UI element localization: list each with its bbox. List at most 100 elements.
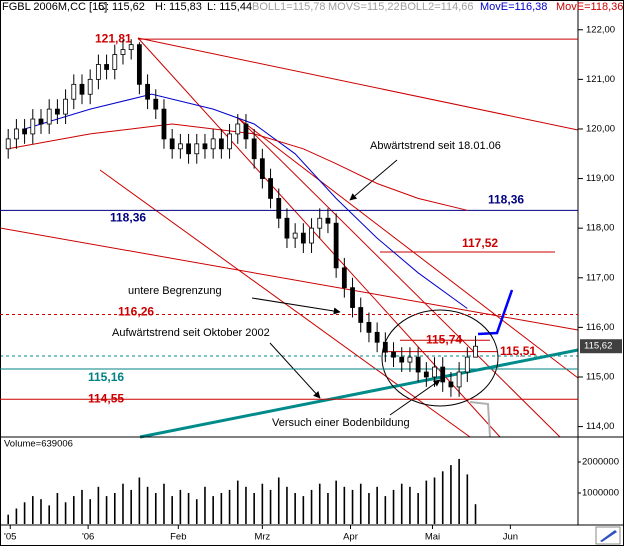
candle-body bbox=[210, 138, 216, 150]
candle-body bbox=[268, 178, 273, 199]
volume-bar bbox=[417, 493, 419, 524]
level-label: 115,16 bbox=[88, 370, 124, 384]
volume-bar bbox=[409, 486, 411, 524]
candle-body bbox=[46, 108, 52, 125]
candle-body bbox=[243, 123, 249, 140]
header-strip bbox=[0, 0, 624, 14]
y-tick-label: 2000000 bbox=[582, 457, 619, 468]
volume-bar bbox=[376, 486, 378, 524]
last-price-label: 115,62 bbox=[584, 341, 612, 352]
volume-bar bbox=[195, 499, 198, 524]
moving-average bbox=[8, 123, 468, 211]
level-label: 115,51 bbox=[500, 344, 536, 358]
header-item: C: 115,62 bbox=[98, 1, 145, 13]
candle-body bbox=[13, 128, 19, 140]
y-tick-label: 115,00 bbox=[586, 371, 614, 382]
level-label: 118,36 bbox=[110, 210, 146, 224]
volume-bar bbox=[253, 493, 255, 524]
last-price-box bbox=[580, 339, 622, 354]
candle-body bbox=[145, 83, 150, 100]
ellipse bbox=[381, 309, 499, 407]
volume-bar bbox=[220, 493, 223, 524]
candle-body bbox=[391, 351, 396, 358]
candle-body bbox=[456, 371, 462, 388]
volume-bar bbox=[384, 496, 387, 524]
candle-body bbox=[374, 331, 380, 343]
candle-body bbox=[128, 44, 134, 51]
moving-average bbox=[24, 93, 468, 309]
volume-bar bbox=[97, 486, 100, 524]
candle-body bbox=[366, 322, 372, 333]
level-label: 115,74 bbox=[426, 332, 462, 346]
level-label: 121,81 bbox=[95, 31, 132, 45]
candle-body bbox=[423, 371, 429, 378]
annotation: Versuch einer Bodenbildung bbox=[272, 417, 410, 429]
volume-bar bbox=[7, 514, 9, 524]
candle-body bbox=[325, 217, 331, 224]
candle-body bbox=[161, 108, 167, 140]
volume-bar bbox=[474, 504, 477, 524]
y-tick-label: 122,00 bbox=[586, 24, 615, 35]
volume-bar bbox=[261, 483, 264, 524]
tool-icon-glyph bbox=[600, 530, 617, 542]
candle-body bbox=[448, 381, 454, 388]
volume-bar bbox=[277, 477, 280, 524]
volume-bar bbox=[400, 483, 403, 524]
volume-bar bbox=[122, 483, 124, 524]
candle-body bbox=[382, 341, 388, 353]
volume-bar bbox=[154, 493, 157, 524]
x-tick-label: Jun bbox=[503, 532, 518, 543]
candle-body bbox=[218, 138, 224, 150]
volume-bar bbox=[40, 499, 42, 524]
volume-bar bbox=[302, 496, 305, 524]
x-tick-label: '05 bbox=[4, 532, 16, 543]
header-item: BOLL1=115,78 bbox=[252, 1, 326, 13]
candle-body bbox=[415, 356, 421, 373]
candle-body bbox=[317, 217, 323, 229]
arrow bbox=[389, 379, 441, 416]
y-tick-label: 116,00 bbox=[586, 322, 614, 333]
volume-bar bbox=[23, 502, 26, 524]
candle-body bbox=[5, 138, 11, 150]
header-item: BOLL2=114,66 bbox=[400, 1, 474, 13]
header-item: FGBL 2006M,CC [15] bbox=[2, 1, 107, 13]
volume-bar bbox=[146, 486, 149, 524]
x-tick-label: Apr bbox=[343, 532, 358, 543]
arrow bbox=[251, 297, 341, 315]
volume-bar bbox=[212, 496, 214, 524]
annotation: Aufwärtstrend seit Oktober 2002 bbox=[112, 327, 270, 339]
header-item: L: 115,44 bbox=[207, 1, 252, 13]
x-tick-label: Mai bbox=[425, 532, 440, 543]
volume-bar bbox=[204, 486, 206, 524]
candle-body bbox=[194, 143, 200, 155]
volume-bar bbox=[81, 489, 83, 524]
volume-bar bbox=[392, 489, 395, 524]
volume-bar bbox=[171, 496, 173, 524]
volume-bar bbox=[130, 489, 132, 524]
candle-body bbox=[202, 143, 208, 150]
x-tick-label: Feb bbox=[170, 532, 186, 543]
y-tick-label: 118,00 bbox=[586, 223, 614, 234]
candle-body bbox=[341, 267, 347, 289]
volume-bar bbox=[31, 496, 34, 524]
header-item: MovE=118,36 bbox=[556, 1, 623, 13]
candle-body bbox=[350, 287, 355, 308]
trend-line bbox=[237, 117, 561, 438]
volume-bar bbox=[138, 477, 141, 524]
candle-body bbox=[358, 307, 364, 323]
volume-bar bbox=[368, 493, 370, 524]
candle-body bbox=[87, 78, 93, 95]
y-tick-label: 114,00 bbox=[586, 421, 614, 432]
axis-panel bbox=[578, 0, 624, 546]
candle-body bbox=[30, 118, 36, 135]
candle-body bbox=[259, 158, 265, 179]
volume-bar bbox=[425, 480, 428, 524]
candle-body bbox=[251, 138, 257, 160]
level-label: 117,52 bbox=[462, 236, 498, 250]
volume-bar bbox=[318, 483, 321, 524]
candle-body bbox=[432, 366, 437, 378]
x-tick-label: '06 bbox=[82, 532, 94, 543]
candle-body bbox=[276, 198, 282, 219]
volume-bar bbox=[351, 489, 354, 524]
